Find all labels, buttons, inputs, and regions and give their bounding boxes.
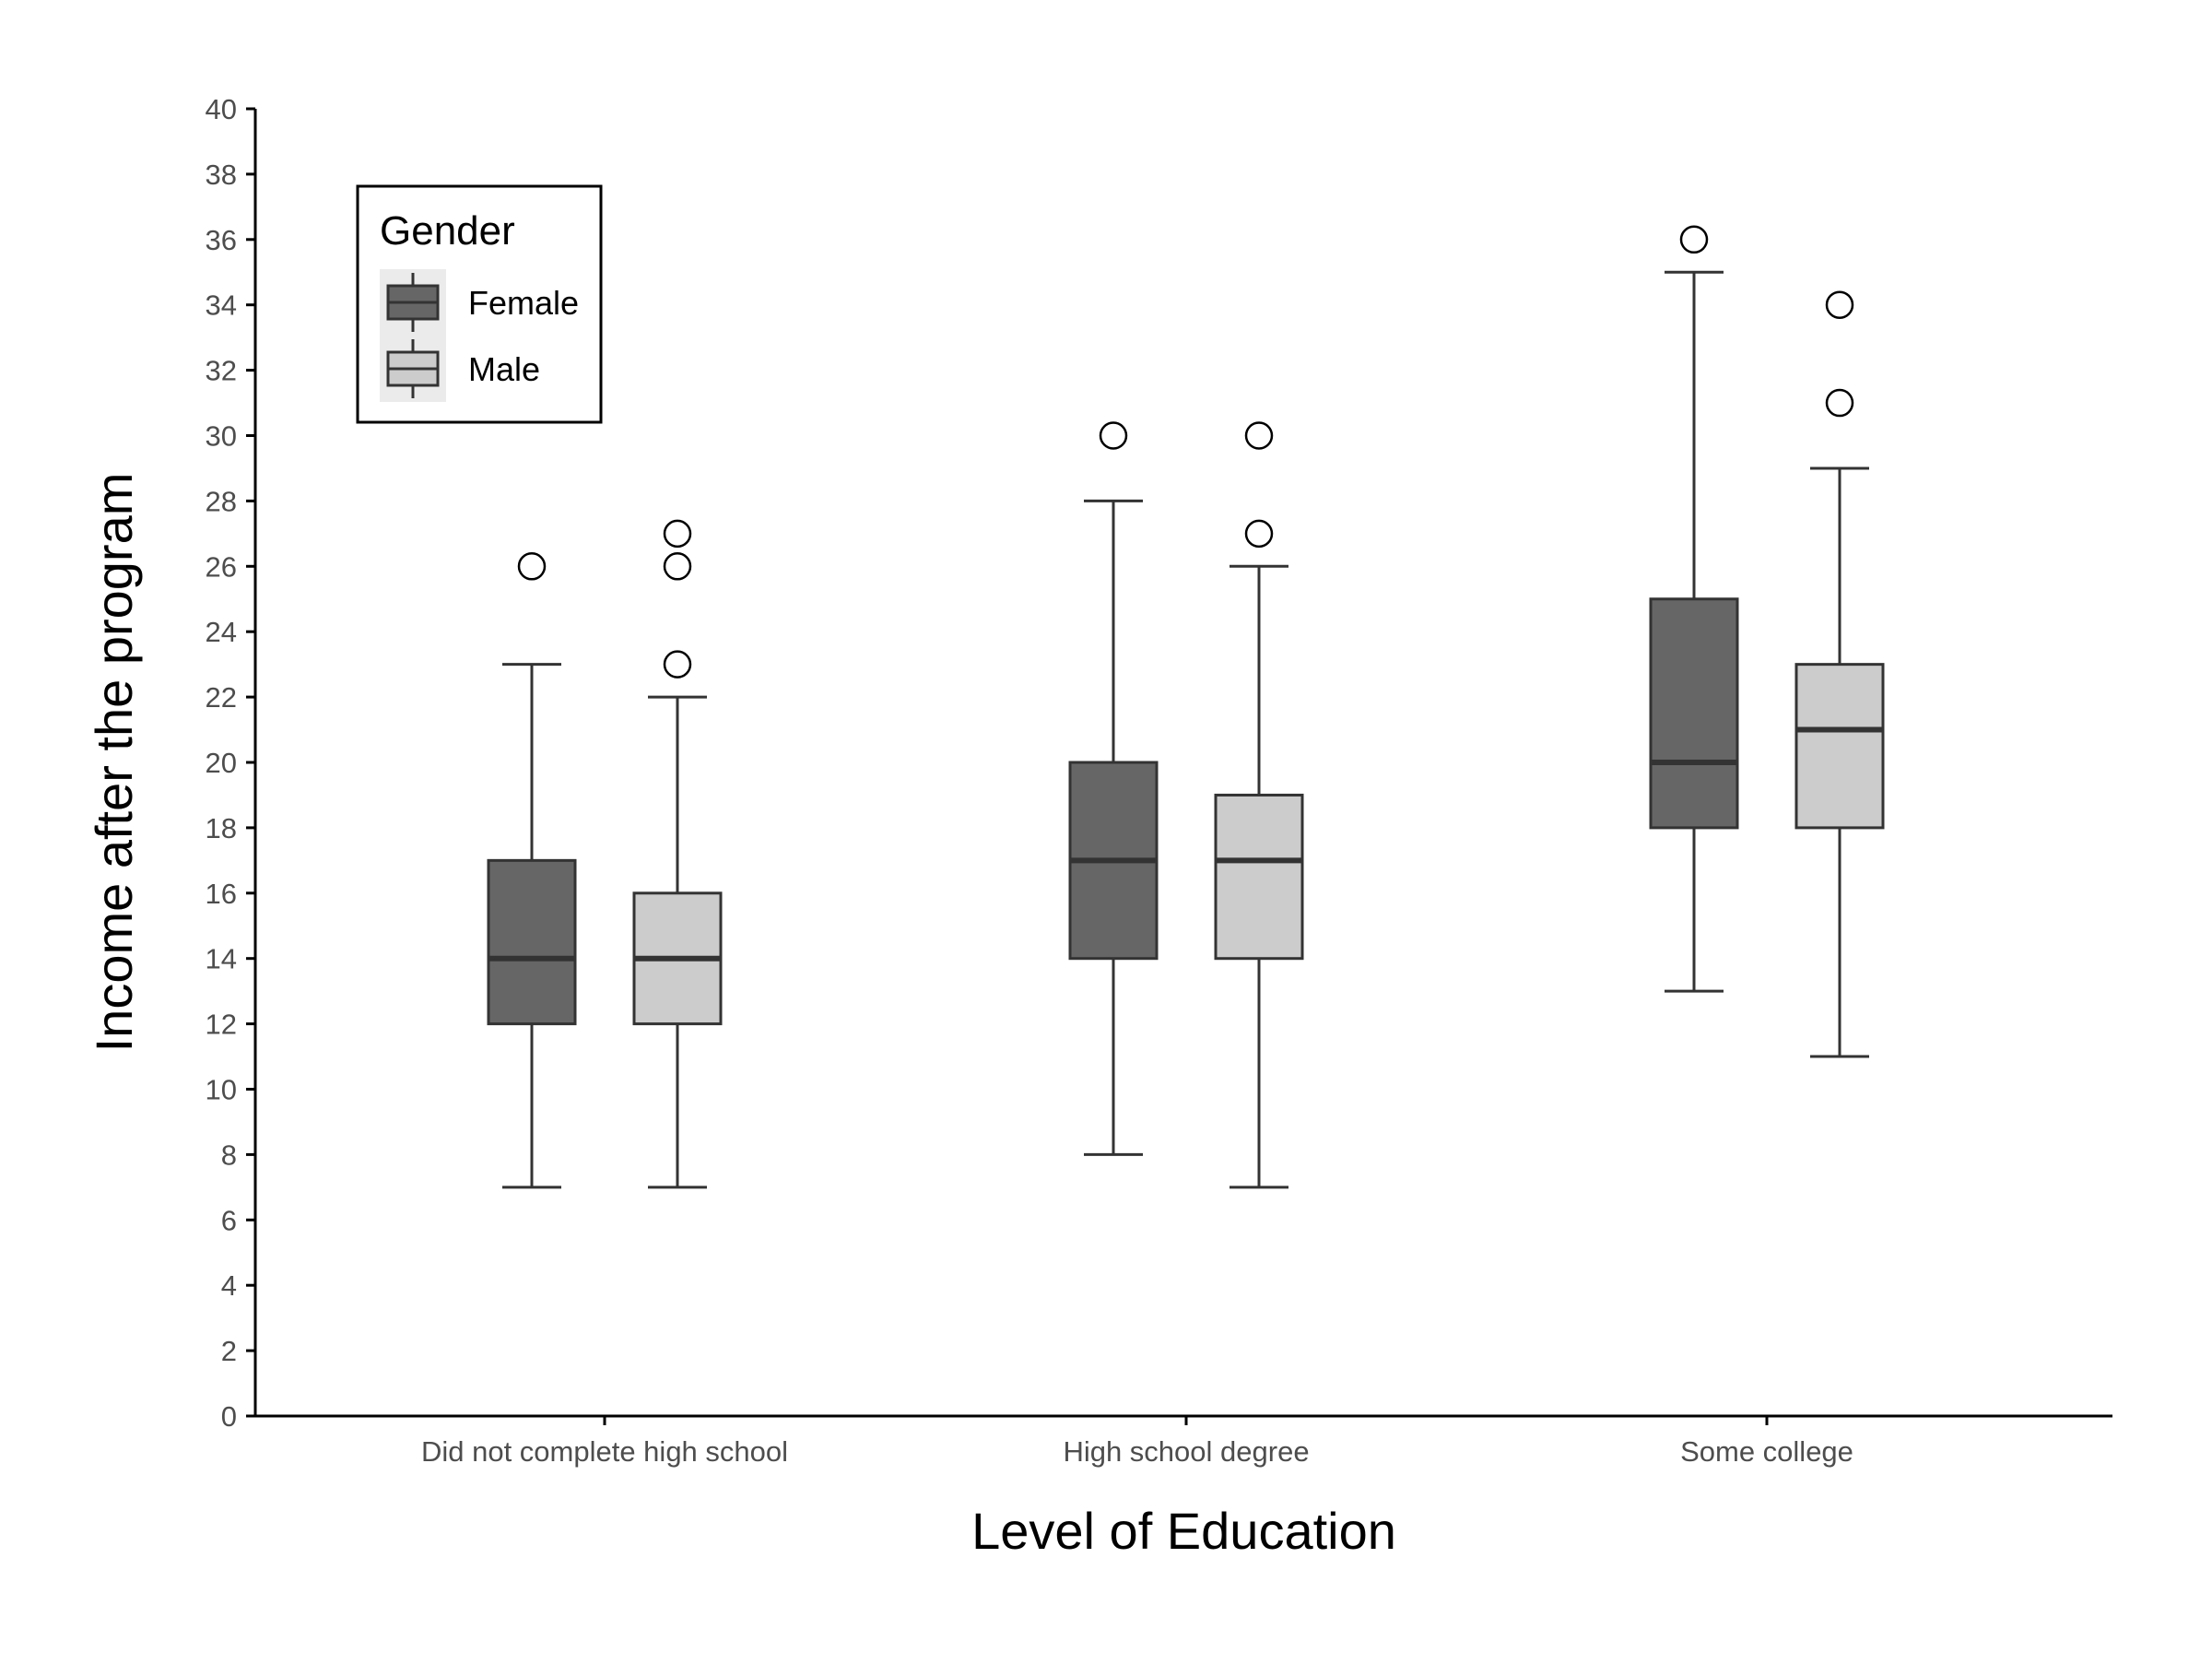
- y-tick-label: 38: [206, 159, 237, 191]
- y-tick-label: 26: [206, 550, 237, 583]
- box-female: [1649, 225, 1739, 993]
- outlier-point: [1825, 290, 1854, 319]
- box-female: [1068, 421, 1159, 1156]
- box-iqr: [1649, 597, 1739, 830]
- y-tick-label: 40: [206, 93, 237, 125]
- y-tick-label: 32: [206, 355, 237, 387]
- y-tick-label: 18: [206, 812, 237, 844]
- y-tick-label: 2: [221, 1335, 237, 1367]
- y-tick-label: 0: [221, 1400, 237, 1433]
- y-tick-label: 8: [221, 1139, 237, 1171]
- outlier-point: [663, 650, 692, 679]
- outlier-point: [517, 552, 547, 581]
- legend-entry-label: Male: [468, 350, 540, 388]
- box-iqr: [1794, 663, 1885, 830]
- y-axis-title: Income after the program: [85, 473, 143, 1053]
- x-tick-label: High school degree: [1063, 1435, 1309, 1468]
- y-tick-label: 22: [206, 681, 237, 714]
- outlier-point: [663, 519, 692, 549]
- outlier-point: [663, 552, 692, 581]
- y-tick-label: 28: [206, 485, 237, 517]
- legend: Gender Female Male: [356, 184, 603, 424]
- y-tick-label: 4: [221, 1269, 237, 1302]
- box-female: [487, 552, 577, 1189]
- y-tick-label: 20: [206, 747, 237, 779]
- box-iqr: [1214, 793, 1304, 961]
- y-tick-label: 14: [206, 943, 237, 975]
- y-tick-label: 16: [206, 878, 237, 910]
- y-tick-label: 24: [206, 616, 237, 648]
- box-male: [1214, 421, 1304, 1189]
- legend-entry-label: Female: [468, 284, 579, 322]
- y-tick-label: 12: [206, 1009, 237, 1041]
- outlier-point: [1099, 421, 1128, 450]
- legend-title: Gender: [380, 208, 515, 254]
- box-male: [1794, 290, 1885, 1058]
- outlier-point: [1679, 225, 1709, 254]
- x-tick-label: Did not complete high school: [421, 1435, 788, 1468]
- x-axis-title: Level of Education: [971, 1502, 1396, 1560]
- axes-group: 0246810121416182022242628303234363840Did…: [206, 93, 2112, 1468]
- outlier-point: [1244, 421, 1274, 450]
- outlier-point: [1244, 519, 1274, 549]
- box-male: [632, 519, 723, 1189]
- boxes-group: [487, 225, 1885, 1189]
- y-tick-label: 36: [206, 224, 237, 256]
- x-tick-label: Some college: [1680, 1435, 1853, 1468]
- box-iqr: [487, 858, 577, 1026]
- y-tick-label: 10: [206, 1074, 237, 1106]
- outlier-point: [1825, 388, 1854, 418]
- y-tick-label: 6: [221, 1204, 237, 1236]
- y-tick-label: 34: [206, 289, 237, 322]
- y-tick-label: 30: [206, 420, 237, 453]
